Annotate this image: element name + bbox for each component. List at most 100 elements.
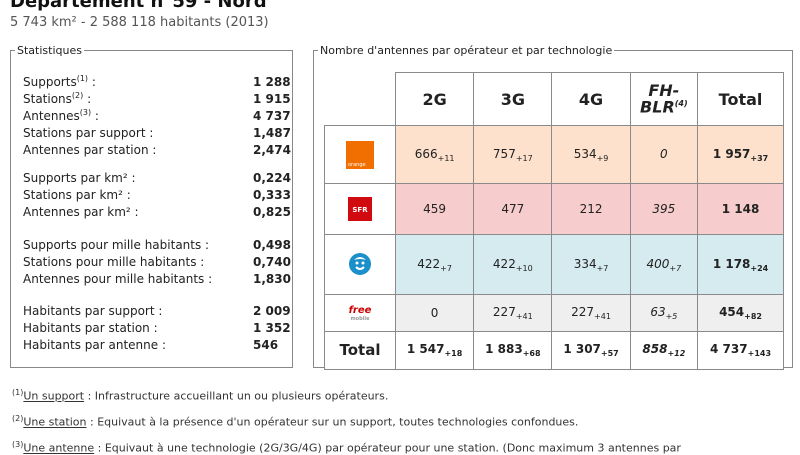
table-header-row: 2G 3G 4G FH- BLR(4) Total <box>324 72 784 126</box>
cell-value: 334 <box>573 256 597 271</box>
cell-delta: +68 <box>522 349 541 359</box>
antennas-table: 2G 3G 4G FH- BLR(4) Total orange 666+11 7… <box>324 72 784 371</box>
cell-total: 454+82 <box>697 294 784 332</box>
cell: 757+17 <box>473 124 553 185</box>
stat-label: Supports pour mille habitants : <box>23 238 210 252</box>
stat-row-supports: Supports(1) : 1 288 <box>23 74 291 90</box>
stat-row: Antennes par km² : 0,825 <box>23 204 291 220</box>
stat-value: 4 737 <box>253 109 291 123</box>
footnote-term: Une station <box>23 415 87 429</box>
cell: 1 547+18 <box>394 330 475 371</box>
stat-value: 1 915 <box>253 92 291 106</box>
stat-row: Habitants par support : 2 009 <box>23 303 291 319</box>
sfr-logo: SFR <box>348 197 372 222</box>
stat-label: Habitants par station : <box>23 321 158 335</box>
stat-row: Supports par km² : 0,224 <box>23 170 291 186</box>
cell: 334+7 <box>551 233 631 296</box>
cell: 459 <box>394 183 475 235</box>
stat-value: 546 <box>253 338 279 352</box>
stat-row: Supports pour mille habitants : 0,498 <box>23 237 291 253</box>
page-subtitle: 5 743 km² - 2 588 118 habitants (2013) <box>10 15 269 30</box>
stat-row: Stations par support : 1,487 <box>23 125 291 141</box>
footnote-term: Un support <box>23 389 85 403</box>
cell-value: 459 <box>423 202 447 217</box>
bouygues-logo-cell <box>324 233 396 296</box>
stat-value: 0,333 <box>253 188 291 202</box>
cell-value: 63 <box>650 305 666 319</box>
bouygues-logo <box>349 253 371 276</box>
orange-logo: orange <box>346 140 374 169</box>
cell-value: 0 <box>660 146 668 161</box>
stat-row-stations: Stations(2) : 1 915 <box>23 91 291 107</box>
stat-colon: : <box>91 109 99 123</box>
cell-value: 1 148 <box>721 202 760 217</box>
cell-delta: +82 <box>744 312 762 321</box>
stat-row: Habitants par station : 1 352 <box>23 320 291 336</box>
table-corner <box>324 72 396 126</box>
cell: 400+7 <box>629 233 699 296</box>
cell-value: 534 <box>573 146 597 161</box>
stat-label: Stations pour mille habitants : <box>23 255 205 269</box>
stat-sup: (1) <box>76 74 89 83</box>
cell-total: 4 737+143 <box>697 330 784 371</box>
cell: 0 <box>394 294 475 332</box>
stat-value: 2,474 <box>253 143 291 157</box>
stat-value: 0,825 <box>253 205 291 219</box>
orange-logo-cell: orange <box>324 124 396 185</box>
stat-value: 1,487 <box>253 126 291 140</box>
stat-row: Stations pour mille habitants : 0,740 <box>23 254 291 270</box>
stat-sup: (3) <box>79 108 92 117</box>
header-total: Total <box>697 72 784 126</box>
header-fh-blr: FH- BLR(4) <box>629 72 699 126</box>
footnote-num: (2) <box>12 414 24 423</box>
stat-label: Stations <box>23 92 72 106</box>
footnote-text: : Equivaut à la présence d'un opérateur … <box>86 415 579 429</box>
cell-total: 1 148 <box>697 183 784 235</box>
cell-total: 1 178+24 <box>697 233 784 296</box>
stat-row: Stations par km² : 0,333 <box>23 187 291 203</box>
footnote-num: (1) <box>12 388 24 397</box>
cell-delta: +41 <box>594 312 611 321</box>
header-4g: 4G <box>551 72 631 126</box>
antennas-legend: Nombre d'antennes par opérateur et par t… <box>320 44 613 57</box>
stat-label: Antennes par km² : <box>23 205 139 219</box>
cell-value: 1 883 <box>485 342 523 357</box>
stat-value: 0,740 <box>253 255 291 269</box>
stat-colon: : <box>88 75 96 89</box>
stat-label: Supports <box>23 75 77 89</box>
cell: 1 883+68 <box>473 330 553 371</box>
cell-delta: +7 <box>669 263 682 273</box>
cell-value: 422 <box>417 256 441 271</box>
stat-label: Stations par km² : <box>23 188 131 202</box>
stat-label: Habitants par support : <box>23 304 163 318</box>
cell: 227+41 <box>473 294 553 332</box>
cell-value: 212 <box>579 202 603 217</box>
cell-delta: +7 <box>596 263 609 273</box>
cell-value: 395 <box>652 202 676 217</box>
cell-value: 1 547 <box>406 342 445 357</box>
cell: 666+11 <box>394 124 475 185</box>
stat-value: 0,224 <box>253 171 291 185</box>
orange-logo-text: orange <box>348 161 366 168</box>
stat-value: 0,498 <box>253 238 291 252</box>
stat-row-antennes: Antennes(3) : 4 737 <box>23 108 291 124</box>
cell: 63+5 <box>629 294 699 332</box>
stat-label: Antennes pour mille habitants : <box>23 272 213 286</box>
table-row-free: free mobile 0 227+41 227+41 63+5 454+82 <box>324 294 784 332</box>
free-logo: free mobile <box>325 305 395 322</box>
cell-value: 400 <box>646 256 670 271</box>
cell-value: 422 <box>492 256 516 271</box>
stats-panel: Statistiques Supports(1) : 1 288 Stations… <box>10 44 293 368</box>
cell-value: 4 737 <box>710 342 748 357</box>
cell-delta: +57 <box>600 349 619 359</box>
total-label: Total <box>324 330 396 371</box>
cell: 858+12 <box>629 330 699 371</box>
cell: 0 <box>629 124 699 185</box>
header-fh-sup: (4) <box>674 99 688 109</box>
stat-row: Habitants par antenne : 546 <box>23 337 291 353</box>
header-2g: 2G <box>394 72 475 126</box>
cell-value: 0 <box>430 306 439 320</box>
footnote-2: (2)Une station : Equivaut à la présence … <box>12 414 578 429</box>
free-logo-text: free <box>348 304 372 316</box>
header-3g: 3G <box>473 72 553 126</box>
